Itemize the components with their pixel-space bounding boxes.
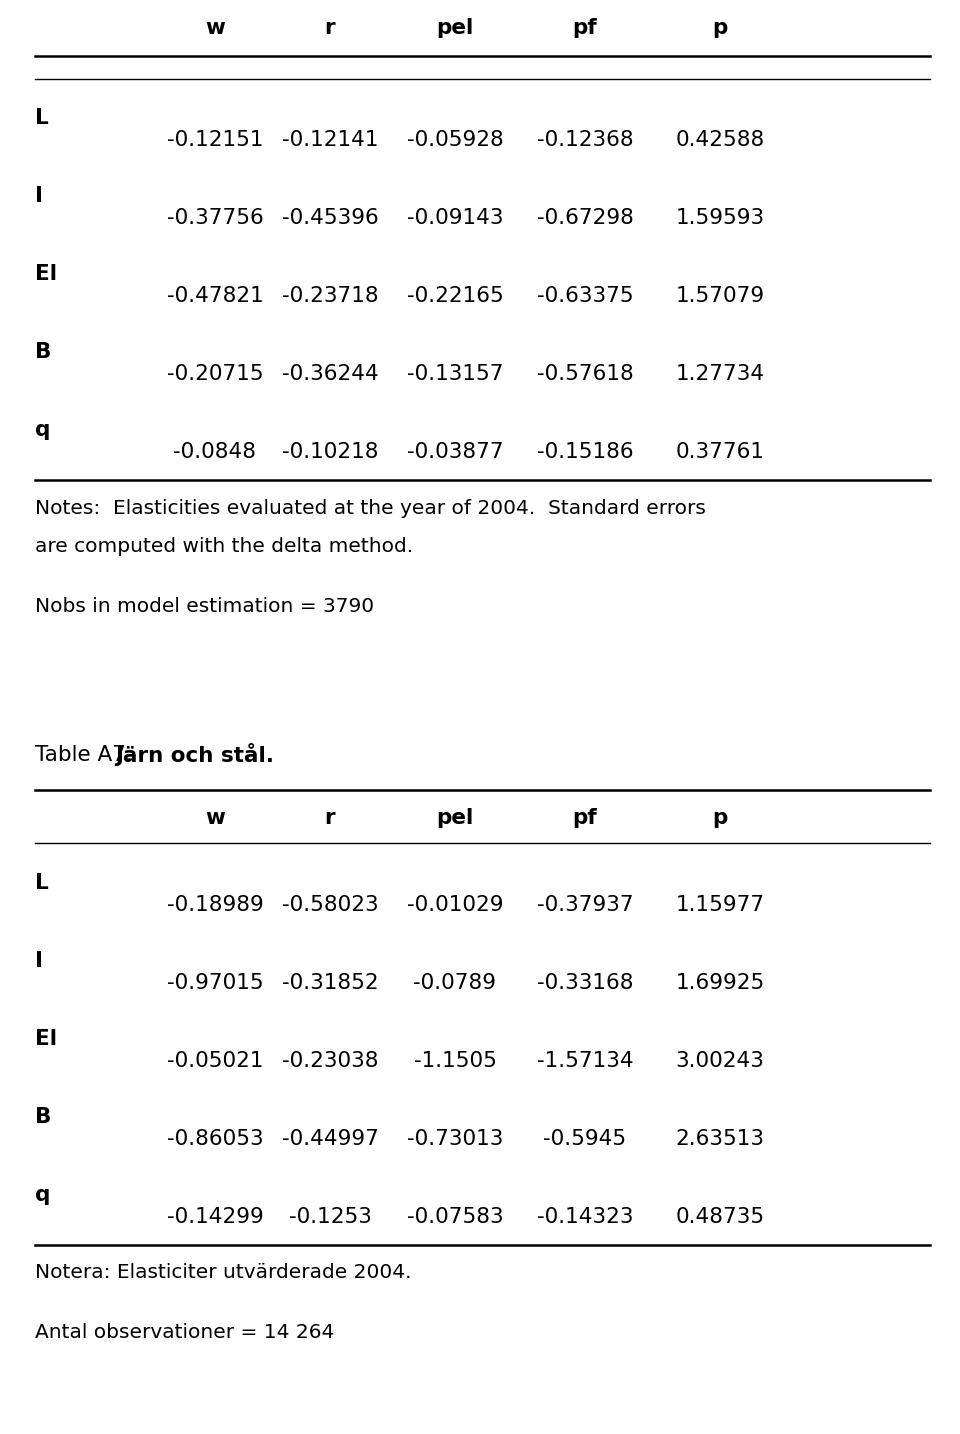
Text: 0.48735: 0.48735 [676, 1207, 764, 1228]
Text: -0.22165: -0.22165 [407, 285, 503, 305]
Text: L: L [35, 108, 49, 128]
Text: -0.10218: -0.10218 [281, 442, 378, 462]
Text: -0.07583: -0.07583 [407, 1207, 503, 1228]
Text: -0.13157: -0.13157 [407, 364, 503, 384]
Text: L: L [35, 873, 49, 893]
Text: -0.37937: -0.37937 [537, 895, 634, 915]
Text: I: I [35, 186, 43, 206]
Text: pf: pf [572, 19, 597, 37]
Text: -0.45396: -0.45396 [281, 208, 378, 228]
Text: are computed with the delta method.: are computed with the delta method. [35, 536, 413, 555]
Text: -0.37756: -0.37756 [167, 208, 263, 228]
Text: -0.58023: -0.58023 [281, 895, 378, 915]
Text: Antal observationer = 14 264: Antal observationer = 14 264 [35, 1324, 334, 1342]
Text: 0.37761: 0.37761 [676, 442, 764, 462]
Text: 3.00243: 3.00243 [676, 1051, 764, 1071]
Text: -1.57134: -1.57134 [537, 1051, 634, 1071]
Text: Järn och stål.: Järn och stål. [115, 743, 274, 767]
Text: Nobs in model estimation = 3790: Nobs in model estimation = 3790 [35, 597, 374, 615]
Text: 1.27734: 1.27734 [676, 364, 764, 384]
Text: -0.31852: -0.31852 [281, 974, 378, 992]
Text: pel: pel [437, 807, 473, 827]
Text: r: r [324, 19, 335, 37]
Text: -0.23718: -0.23718 [281, 285, 378, 305]
Text: -0.86053: -0.86053 [167, 1129, 263, 1149]
Text: r: r [324, 807, 335, 827]
Text: -0.36244: -0.36244 [281, 364, 378, 384]
Text: -0.18989: -0.18989 [167, 895, 263, 915]
Text: -0.47821: -0.47821 [167, 285, 263, 305]
Text: -0.03877: -0.03877 [407, 442, 503, 462]
Text: I: I [35, 951, 43, 971]
Text: -0.12368: -0.12368 [537, 130, 634, 151]
Text: B: B [35, 1107, 52, 1127]
Text: -0.12151: -0.12151 [167, 130, 263, 151]
Text: -0.05928: -0.05928 [407, 130, 503, 151]
Text: pel: pel [437, 19, 473, 37]
Text: El: El [35, 264, 57, 284]
Text: -0.14323: -0.14323 [537, 1207, 634, 1228]
Text: -0.14299: -0.14299 [167, 1207, 263, 1228]
Text: -0.33168: -0.33168 [537, 974, 634, 992]
Text: Notes:  Elasticities evaluated at the year of 2004.  Standard errors: Notes: Elasticities evaluated at the yea… [35, 499, 706, 518]
Text: q: q [35, 1184, 50, 1205]
Text: w: w [205, 807, 225, 827]
Text: 1.59593: 1.59593 [676, 208, 764, 228]
Text: w: w [205, 19, 225, 37]
Text: 0.42588: 0.42588 [676, 130, 764, 151]
Text: -0.5945: -0.5945 [543, 1129, 627, 1149]
Text: Notera: Elasticiter utvärderade 2004.: Notera: Elasticiter utvärderade 2004. [35, 1263, 412, 1282]
Text: -0.09143: -0.09143 [407, 208, 503, 228]
Text: -0.23038: -0.23038 [281, 1051, 378, 1071]
Text: -0.12141: -0.12141 [281, 130, 378, 151]
Text: Table A7.: Table A7. [35, 746, 140, 764]
Text: El: El [35, 1030, 57, 1050]
Text: -0.67298: -0.67298 [537, 208, 634, 228]
Text: q: q [35, 420, 50, 440]
Text: 1.69925: 1.69925 [676, 974, 764, 992]
Text: p: p [712, 807, 728, 827]
Text: -0.73013: -0.73013 [407, 1129, 503, 1149]
Text: -0.44997: -0.44997 [281, 1129, 378, 1149]
Text: -0.20715: -0.20715 [167, 364, 263, 384]
Text: p: p [712, 19, 728, 37]
Text: B: B [35, 341, 52, 361]
Text: -0.63375: -0.63375 [537, 285, 634, 305]
Text: -0.05021: -0.05021 [167, 1051, 263, 1071]
Text: -0.0789: -0.0789 [414, 974, 496, 992]
Text: 2.63513: 2.63513 [676, 1129, 764, 1149]
Text: -1.1505: -1.1505 [414, 1051, 496, 1071]
Text: 1.57079: 1.57079 [676, 285, 764, 305]
Text: -0.15186: -0.15186 [537, 442, 634, 462]
Text: -0.97015: -0.97015 [167, 974, 263, 992]
Text: pf: pf [572, 807, 597, 827]
Text: -0.1253: -0.1253 [289, 1207, 372, 1228]
Text: -0.0848: -0.0848 [174, 442, 256, 462]
Text: 1.15977: 1.15977 [676, 895, 764, 915]
Text: -0.57618: -0.57618 [537, 364, 634, 384]
Text: -0.01029: -0.01029 [407, 895, 503, 915]
